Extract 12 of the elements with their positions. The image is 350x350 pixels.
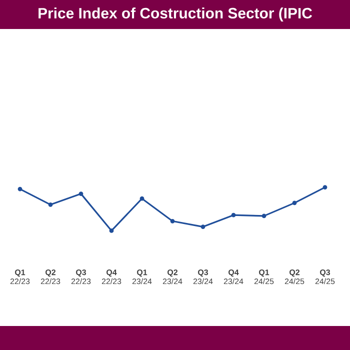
- chart-title: Price Index of Costruction Sector (IPIC: [38, 8, 312, 22]
- point: [48, 202, 53, 207]
- point: [140, 196, 144, 201]
- point: [78, 192, 84, 196]
- point: [200, 224, 206, 229]
- point: [18, 186, 22, 192]
- point: [262, 214, 266, 218]
- point: [170, 218, 175, 224]
- point: [292, 200, 297, 206]
- point: [109, 228, 114, 233]
- point: [322, 185, 328, 190]
- point: [231, 212, 236, 218]
